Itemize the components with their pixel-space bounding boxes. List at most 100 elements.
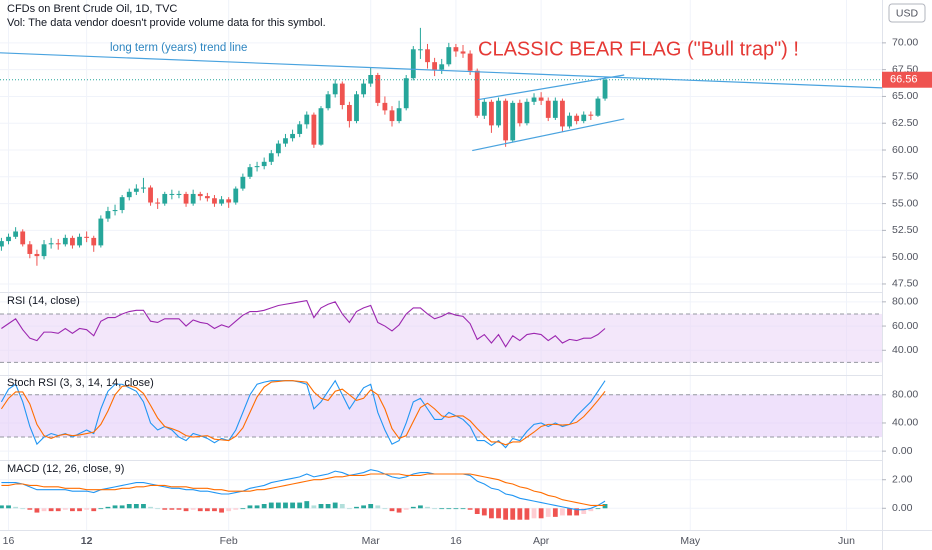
candle-body xyxy=(119,197,125,211)
histogram-bar xyxy=(332,502,338,509)
annotation: CLASSIC BEAR FLAG ("Bull trap") ! xyxy=(478,38,799,60)
histogram-bar xyxy=(91,508,97,512)
candle-body xyxy=(389,110,395,122)
y-tick-label: 70.00 xyxy=(892,37,918,49)
candle-body xyxy=(474,70,480,116)
indicator-line xyxy=(1,473,606,506)
histogram-bar xyxy=(268,502,274,509)
histogram-bar xyxy=(503,508,509,520)
y-tick-label: 55.00 xyxy=(892,197,918,209)
candle-body xyxy=(133,188,139,192)
histogram-bar xyxy=(197,508,203,512)
candle-body xyxy=(368,75,374,84)
candle-body xyxy=(410,49,416,79)
candle-body xyxy=(183,193,189,204)
histogram-bar xyxy=(6,505,11,509)
candle-body xyxy=(311,114,317,145)
candle-body xyxy=(148,187,153,203)
histogram-bar xyxy=(219,508,224,513)
y-tick-label: 47.50 xyxy=(892,278,918,290)
histogram-bar xyxy=(55,508,61,512)
candle-body xyxy=(524,101,530,124)
histogram-bar xyxy=(474,508,480,514)
candle-body xyxy=(339,83,345,106)
histogram-bar xyxy=(396,508,402,513)
histogram-bar xyxy=(212,508,217,512)
marks xyxy=(0,27,883,520)
candle-body xyxy=(247,167,253,177)
histogram-bar xyxy=(418,505,423,509)
y-tick-label: 50.00 xyxy=(892,251,918,263)
candle-body xyxy=(226,199,232,203)
candle-body xyxy=(176,193,182,195)
candle-body xyxy=(425,49,430,63)
histogram-bar xyxy=(190,508,196,510)
histogram-bar xyxy=(425,506,430,509)
histogram-bar xyxy=(297,502,303,509)
currency[interactable]: USD xyxy=(896,7,919,19)
histogram-bar xyxy=(382,508,388,510)
histogram-bar xyxy=(389,508,395,512)
histogram-bar xyxy=(432,508,438,510)
candle-body xyxy=(531,97,537,102)
histogram-bar xyxy=(105,506,111,509)
last-price-label: 66.56 xyxy=(890,74,918,86)
candle-body xyxy=(496,100,501,126)
currency-box[interactable] xyxy=(888,3,926,23)
trend-line xyxy=(477,74,625,101)
candle-body xyxy=(34,253,40,257)
candle-body xyxy=(233,188,239,203)
candle-body xyxy=(20,231,26,245)
x-tick-label: 16 xyxy=(450,535,462,547)
candle-body xyxy=(602,79,608,99)
candle-body xyxy=(325,94,331,109)
histogram-bar xyxy=(290,502,295,509)
last-price-box xyxy=(882,71,932,88)
indicator-title: RSI (14, close) xyxy=(7,295,80,307)
y-tick-label: 40.00 xyxy=(892,417,918,429)
histogram-bar xyxy=(439,508,445,510)
y-tick-label: 65.00 xyxy=(892,90,918,102)
histogram-bar xyxy=(446,508,452,510)
histogram-bar xyxy=(481,508,487,516)
candle-body xyxy=(517,102,523,124)
candle-body xyxy=(574,115,580,122)
histogram-bar xyxy=(233,508,239,510)
candle-body xyxy=(112,210,118,212)
histogram-bar xyxy=(552,508,558,517)
candle-body xyxy=(62,237,68,245)
histogram-bar xyxy=(27,508,33,510)
histogram-bar xyxy=(62,508,68,510)
histogram-bar xyxy=(531,508,537,519)
indicator-line xyxy=(0,379,606,449)
candle-body xyxy=(346,105,352,122)
candle-body xyxy=(6,236,11,242)
histogram-bar xyxy=(41,508,47,512)
x-tick-label: 12 xyxy=(81,535,93,547)
candle-body xyxy=(41,244,47,257)
histogram-bar xyxy=(595,508,601,510)
chart-subtitle: Vol: The data vendor doesn't provide vol… xyxy=(7,17,326,29)
candle-body xyxy=(361,83,366,95)
candle-body xyxy=(489,101,494,126)
histogram-bar xyxy=(588,508,594,512)
trend-line xyxy=(472,118,625,152)
histogram-bar xyxy=(126,504,132,509)
histogram-bar xyxy=(524,508,530,520)
histogram-bar xyxy=(0,505,4,509)
candle-body xyxy=(510,102,516,141)
histogram-bar xyxy=(460,508,466,510)
histogram-bar xyxy=(283,502,288,509)
histogram-bar xyxy=(346,508,352,510)
candle-body xyxy=(545,100,551,118)
indicator-title: MACD (12, 26, close, 9) xyxy=(7,463,124,475)
candle-body xyxy=(588,114,594,116)
x-tick-label: Jun xyxy=(838,535,855,547)
candle-body xyxy=(84,236,90,238)
histogram-bar xyxy=(226,508,232,512)
histogram-bar xyxy=(141,504,146,509)
annotation: long term (years) trend line xyxy=(110,42,247,54)
x-tick-label: Apr xyxy=(533,535,550,547)
histogram-bar xyxy=(247,505,253,509)
